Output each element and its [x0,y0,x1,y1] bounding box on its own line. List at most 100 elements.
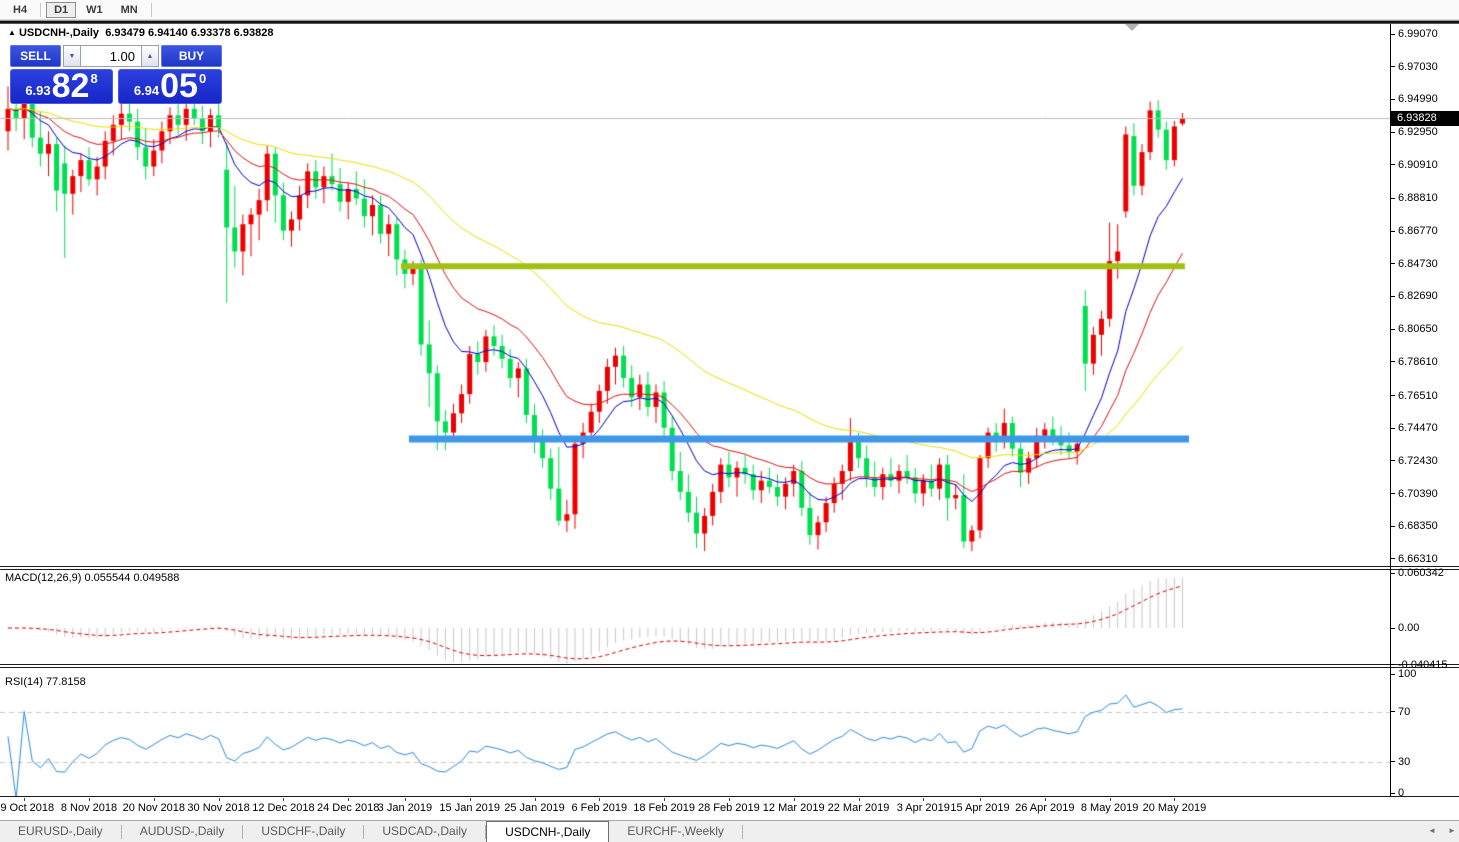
current-price-tag: 6.93828 [1391,111,1459,126]
sell-button[interactable]: SELL [10,45,61,67]
price-tick-label: 6.82690 [1398,290,1438,303]
buy-price-panel[interactable]: 6.94 05 0 [118,69,222,104]
main-chart-canvas[interactable] [0,24,1390,566]
buy-price-pip: 0 [198,71,207,86]
pane-splitter-bottom [0,796,1459,798]
macd-value: 0.055544 [84,572,131,584]
tab-scroll-left-icon[interactable]: ◄ [1428,826,1436,835]
axis-tick [1390,761,1395,762]
ohlc-open: 6.93479 [105,27,145,39]
chart-shift-marker-icon[interactable] [1125,24,1139,31]
time-axis-label: 26 Apr 2019 [1015,802,1075,814]
sell-price-big: 82 [51,67,90,105]
time-axis-label: 25 Jan 2019 [504,802,565,814]
price-tick-label: 6.68350 [1398,520,1438,533]
axis-tick [1390,66,1395,68]
axis-tick [1390,493,1395,495]
time-axis-tick [1109,798,1111,801]
axis-tick [1390,263,1395,265]
axis-tick [1390,460,1395,462]
price-tick-label: 6.86770 [1398,225,1438,238]
time-axis-tick [728,798,730,801]
axis-tick [1390,295,1395,297]
rsi-value: 77.8158 [45,676,86,688]
time-axis-label: 20 May 2019 [1142,802,1207,814]
pane-splitter-macd[interactable] [0,566,1459,570]
rsi-tick-label: 70 [1398,705,1411,718]
volume-input[interactable] [81,45,141,67]
time-axis-label: 3 Jan 2019 [377,802,433,814]
tab-separator [741,825,743,839]
time-axis-tick [1174,798,1176,801]
time-axis-tick [469,798,471,801]
time-axis-label: 15 Apr 2019 [950,802,1010,814]
price-tick-label: 6.84730 [1398,257,1438,270]
price-axis-line [1390,24,1391,797]
axis-tick [1390,427,1395,429]
axis-tick [1390,164,1395,166]
buy-price-big: 05 [160,67,198,105]
sell-price-pip: 8 [90,71,98,86]
timeframe-button-w1[interactable]: W1 [86,3,103,16]
collapse-icon[interactable]: ▲ [8,28,16,37]
time-axis[interactable]: 29 Oct 2018 8 Nov 2018 20 Nov 2018 30 Nov 2… [0,798,1459,820]
axis-tick [1390,558,1395,560]
timeframe-button-mn[interactable]: MN [120,3,138,16]
axis-tick [1390,131,1395,133]
axis-tick [1390,328,1395,330]
symbol-tab-usdcnh[interactable]: USDCNH-,Daily [486,821,610,842]
time-axis-tick [218,798,220,801]
timeframe-button-h4[interactable]: H4 [13,3,28,16]
toolbar-separator [150,2,152,17]
symbol-tab-usdcad[interactable]: USDCAD-,Daily [382,824,468,838]
time-axis-tick [404,798,406,801]
price-tick-label: 6.94990 [1398,93,1438,106]
axis-tick [1390,33,1395,35]
buy-button[interactable]: BUY [161,45,222,67]
symbol-tab-bar: EURUSD-,Daily AUDUSD-,Daily USDCHF-,Daily U… [0,820,1459,842]
rsi-tick-label: 100 [1398,668,1417,680]
time-axis-tick [24,798,26,801]
symbol-tab-audusd[interactable]: AUDUSD-,Daily [139,824,225,838]
axis-tick [1390,197,1395,199]
tab-scroll-right-icon[interactable]: ► [1448,826,1456,835]
time-axis-tick [534,798,536,801]
axis-tick [1390,711,1395,712]
timeframe-button-d1[interactable]: D1 [46,1,77,18]
time-axis-tick [89,798,90,801]
time-axis-label: 30 Nov 2018 [187,802,250,814]
rsi-indicator-canvas[interactable] [0,668,1390,797]
tab-separator [485,825,487,839]
time-axis-label: 8 May 2019 [1080,802,1139,814]
macd-indicator-canvas[interactable] [0,570,1390,664]
sell-price-prefix: 6.93 [25,83,51,98]
volume-decrease-button[interactable]: ▼ [63,45,81,67]
volume-increase-button[interactable]: ▲ [141,45,159,67]
axis-tick [1390,525,1395,527]
time-axis-tick [283,798,285,801]
tab-separator [120,825,122,839]
ohlc-close: 6.93828 [233,27,274,39]
price-tick-label: 6.80650 [1398,323,1438,336]
time-axis-tick [793,798,795,801]
symbol-tab-usdchf[interactable]: USDCHF-,Daily [261,824,346,838]
price-tick-label: 6.76510 [1398,389,1438,402]
axis-tick [1390,361,1395,363]
time-axis-label: 18 Feb 2019 [633,802,695,814]
symbol-tab-eurchf[interactable]: EURCHF-,Weekly [627,824,724,838]
time-axis-label: 6 Feb 2019 [571,802,628,814]
symbol-tab-eurusd[interactable]: EURUSD-,Daily [18,824,103,838]
price-tick-label: 6.92950 [1398,126,1438,139]
sell-price-panel[interactable]: 6.93 82 8 [10,69,113,104]
time-axis-label: 12 Mar 2019 [762,802,825,814]
window-border [0,20,1459,24]
time-axis-tick [980,798,981,801]
time-axis-tick [348,798,350,801]
time-axis-tick [923,798,925,801]
price-tick-label: 6.70390 [1398,487,1438,500]
pane-splitter-rsi[interactable] [0,664,1459,668]
axis-tick [1390,664,1395,666]
axis-tick [1390,395,1395,397]
time-axis-label: 20 Nov 2018 [122,802,185,814]
